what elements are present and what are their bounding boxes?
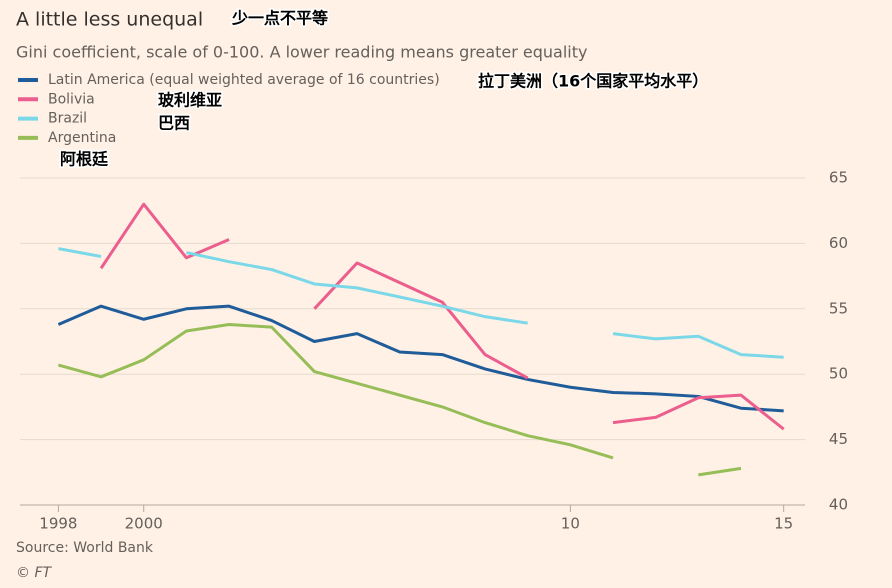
y-tick-label: 55 (829, 299, 848, 317)
x-tick-label: 15 (774, 515, 793, 533)
x-tick-label: 10 (561, 515, 580, 533)
annotation: 玻利维亚 (158, 91, 222, 110)
series-line (99, 202, 785, 431)
series-line (58, 247, 784, 359)
x-tick-label: 2000 (125, 515, 163, 533)
series-line (57, 322, 742, 477)
y-tick-label: 50 (829, 365, 848, 383)
y-tick-label: 45 (829, 430, 848, 448)
x-tick-label: 1998 (39, 515, 77, 533)
series-line (57, 304, 784, 413)
y-tick-label: 60 (829, 234, 848, 252)
annotation: 拉丁美洲（16个国家平均水平） (478, 72, 708, 91)
chart-subtitle: Gini coefficient, scale of 0-100. A lowe… (16, 43, 587, 62)
legend-label: Bolivia (48, 91, 95, 107)
y-tick-label: 40 (829, 496, 848, 514)
legend-label: Latin America (equal weighted average of… (48, 72, 440, 88)
credit: © FT (16, 565, 53, 581)
source: Source: World Bank (16, 540, 154, 556)
annotation: 少一点不平等 (231, 9, 328, 28)
y-tick-label: 65 (829, 169, 848, 187)
chart-title: A little less unequal (16, 9, 203, 31)
annotation: 阿根廷 (60, 150, 109, 169)
legend-label: Argentina (48, 130, 116, 146)
annotation: 巴西 (158, 114, 190, 133)
legend-label: Brazil (48, 111, 87, 127)
